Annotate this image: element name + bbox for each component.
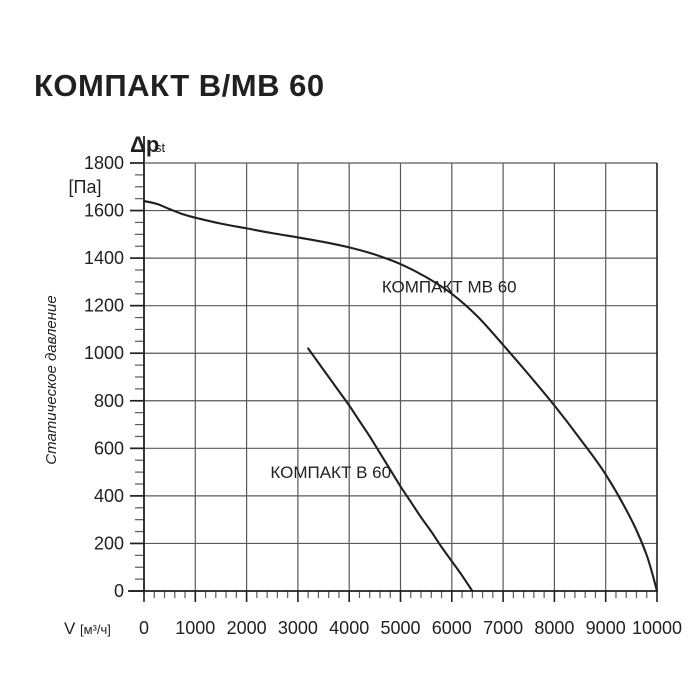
y-tick-label: 1400 [84, 248, 124, 268]
x-tick-label: 4000 [329, 618, 369, 638]
x-tick-label: 0 [139, 618, 149, 638]
y-axis-unit: [Па] [69, 177, 102, 197]
series-label-mv60: КОМПАКТ МВ 60 [382, 278, 517, 297]
y-tick-label: 1000 [84, 343, 124, 363]
y-axis-tick-labels: 0 200 400 600 800 1000 1200 1400 1600 1800 [84, 153, 124, 601]
curve-v60 [307, 347, 474, 593]
curve-mv60 [142, 199, 659, 593]
x-tick-label: 5000 [380, 618, 420, 638]
axis-frame [128, 136, 658, 593]
x-tick-label: 3000 [278, 618, 318, 638]
y-tick-label: 600 [94, 438, 124, 458]
minor-ticks [130, 162, 658, 602]
y-tick-label: 1800 [84, 153, 124, 173]
series-label-v60: КОМПАКТ В 60 [270, 463, 391, 482]
x-axis-tick-labels: 0 1000 2000 3000 4000 5000 6000 7000 8000 9000 100… [139, 618, 682, 638]
page-title: КОМПАКТ В/МВ 60 [34, 68, 325, 103]
y-tick-label: 1200 [84, 296, 124, 316]
y-tick-label: 0 [114, 581, 124, 601]
x-axis-unit: [м³/ч] [80, 622, 111, 637]
x-tick-label: 2000 [227, 618, 267, 638]
y-tick-label: 1600 [84, 201, 124, 221]
y-tick-label: 400 [94, 486, 124, 506]
y-axis-symbol-subscript: st [155, 140, 166, 155]
x-axis-symbol: V [64, 619, 76, 638]
y-axis-symbol: Δp [130, 132, 159, 157]
x-tick-label: 9000 [586, 618, 626, 638]
gridlines [144, 163, 657, 591]
x-tick-label: 6000 [432, 618, 472, 638]
x-tick-label: 1000 [175, 618, 215, 638]
x-tick-label: 8000 [534, 618, 574, 638]
x-tick-label: 7000 [483, 618, 523, 638]
y-axis-title: Статическое давление [43, 295, 60, 464]
x-tick-label: 10000 [632, 618, 682, 638]
y-tick-label: 800 [94, 391, 124, 411]
y-tick-label: 200 [94, 533, 124, 553]
data-curves [142, 199, 659, 593]
